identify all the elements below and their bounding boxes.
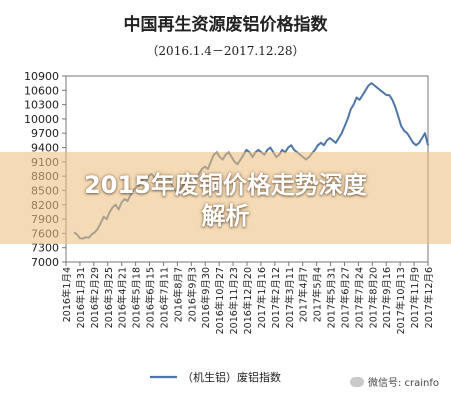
y-tick-label: 7300 (31, 242, 59, 255)
watermark-text: 微信号: crainfo (367, 378, 439, 389)
x-tick-label: 2017年8月20 (367, 267, 379, 328)
x-tick-label: 2016年8月7 (172, 267, 184, 322)
x-tick-label: 2016年4月21 (117, 267, 129, 328)
x-tick-label: 2016年11月23 (228, 267, 240, 334)
x-tick-label: 2016年3月25 (103, 267, 115, 328)
x-tick-label: 2017年11月9 (409, 267, 421, 328)
x-tick-label: 2017年5月31 (326, 267, 338, 328)
x-tick-label: 2016年5月18 (131, 267, 143, 328)
chart-title: 中国再生资源废铝价格指数 (123, 15, 328, 35)
x-tick-label: 2017年7月24 (353, 267, 365, 328)
chart-title-block: 中国再生资源废铝价格指数 （2016.1.4－2017.12.28） (0, 10, 451, 59)
x-tick-label: 2016年1月4 (61, 267, 73, 322)
chart-subtitle: （2016.1.4－2017.12.28） (146, 44, 305, 58)
x-tick-label: 2017年12月6 (423, 267, 435, 328)
overlay-headline-line-1: 2015年废铜价格走势深度 (84, 171, 367, 199)
x-tick-label: 2016年7月11 (158, 267, 170, 328)
x-tick-label: 2016年9月30 (200, 267, 212, 328)
legend-label: （机生铝）废铝指数 (182, 370, 281, 384)
x-tick-label: 2017年9月16 (381, 267, 393, 328)
y-tick-label: 7000 (31, 256, 59, 269)
y-tick-label: 10900 (24, 70, 59, 83)
x-tick-label: 2017年5月4 (312, 267, 324, 322)
y-tick-label: 9700 (31, 127, 59, 140)
y-tick-label: 10300 (24, 99, 59, 112)
x-tick-label: 2017年1月16 (256, 267, 268, 328)
x-tick-label: 2016年6月15 (145, 267, 157, 328)
x-tick-label: 2017年3月11 (284, 267, 296, 328)
x-tick-label: 2016年9月3 (186, 267, 198, 322)
x-tick-label: 2016年12月20 (242, 267, 254, 334)
wechat-icon (349, 376, 364, 387)
y-tick-label: 10000 (24, 113, 59, 126)
x-tick-label: 2017年10月13 (395, 267, 407, 334)
overlay-headline-line-2: 解析 (201, 202, 250, 230)
y-tick-label: 10600 (24, 84, 59, 97)
x-tick-label: 2016年2月29 (89, 267, 101, 328)
x-tick-label: 2017年4月7 (298, 267, 310, 322)
x-tick-label: 2016年10月27 (214, 267, 226, 334)
x-tick-label: 2017年6月27 (339, 267, 351, 328)
watermark: 微信号: crainfo (349, 374, 439, 389)
title-banner (0, 152, 451, 244)
overlay-headline: 2015年废铜价格走势深度 解析 (0, 170, 451, 232)
x-tick-label: 2017年2月12 (270, 267, 282, 328)
y-tick-label: 9400 (31, 142, 59, 155)
x-tick-label: 2016年1月31 (75, 267, 87, 328)
